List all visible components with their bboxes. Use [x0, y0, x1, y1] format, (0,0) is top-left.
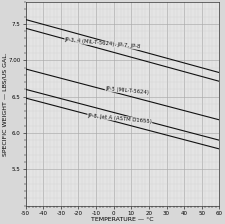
Text: JP-5 (MIL-T-5624): JP-5 (MIL-T-5624) [105, 86, 149, 95]
X-axis label: TEMPERATURE — °C: TEMPERATURE — °C [91, 217, 154, 222]
Y-axis label: SPECIFIC WEIGHT — LBS/US GAL.: SPECIFIC WEIGHT — LBS/US GAL. [2, 52, 7, 156]
Text: JP-3, 4 (MIL-T-5624), JP-7, JP-8: JP-3, 4 (MIL-T-5624), JP-7, JP-8 [64, 37, 141, 50]
Text: JP-8, Jet A (ASTM D1655): JP-8, Jet A (ASTM D1655) [87, 113, 152, 124]
